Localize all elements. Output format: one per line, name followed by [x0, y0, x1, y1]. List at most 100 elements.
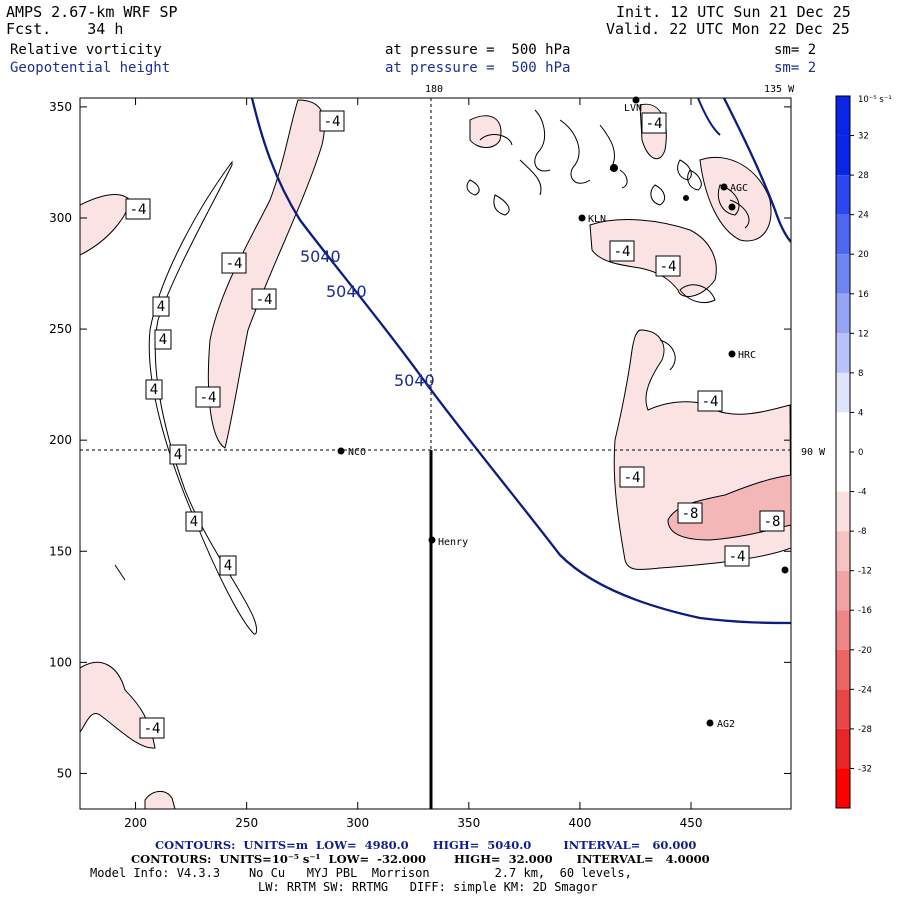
- plot-frame: [79, 97, 792, 810]
- colorbar-label: -4: [858, 488, 866, 498]
- footer-v-b: HIGH= 32.000: [454, 852, 553, 866]
- vort-label: -4: [125, 198, 151, 220]
- height-label: 5040: [300, 247, 341, 266]
- footer-v-c: INTERVAL= 4.0000: [576, 852, 710, 866]
- colorbar-block: [836, 531, 850, 571]
- colorbar-label: -32: [858, 764, 872, 774]
- x-tick-label: 450: [680, 816, 703, 830]
- svg-text:-4: -4: [702, 394, 719, 410]
- vort-label: 4: [0, 0, 424, 106]
- y-tick-label: 250: [49, 322, 72, 336]
- colorbar-label: 24: [858, 211, 869, 221]
- colorbar-block: [836, 649, 850, 690]
- vort-label: 4: [154, 329, 172, 350]
- svg-text:LVN: LVN: [624, 103, 642, 114]
- footer-v-a: CONTOURS: UNITS=10⁻⁵ s⁻¹ LOW= -32.000: [131, 852, 426, 866]
- vort-label: -4: [655, 255, 681, 277]
- colorbar-block: [836, 728, 850, 769]
- station-hrc: HRC: [728, 350, 756, 361]
- footer-physics: LW: RRTM SW: RRTMG DIFF: simple KM: 2D S…: [258, 880, 598, 894]
- colorbar-block: [836, 768, 850, 808]
- colorbar-label: 16: [858, 290, 869, 300]
- station-kln: KLN: [578, 214, 606, 225]
- svg-text:4: 4: [159, 332, 167, 348]
- field1-smoothing: sm= 2: [774, 42, 817, 58]
- colorbar-block: [836, 689, 850, 729]
- vort-label: -4: [697, 390, 723, 412]
- colorbar-labels: 32 28 24 20 16 12 8 4 0 -4 -8 -12 -16 -20 -24 -28 -32: [850, 132, 872, 774]
- svg-text:4: 4: [224, 558, 232, 574]
- neg-area-top-blob-3: [699, 156, 772, 242]
- y-tick-label: 50: [57, 766, 72, 780]
- field2-smoothing: sm= 2: [774, 60, 817, 76]
- colorbar-label: 32: [858, 132, 869, 142]
- station-agc: AGC: [720, 183, 748, 194]
- colorbar-block: [836, 175, 850, 215]
- neg-area-left-bottom: [80, 661, 156, 749]
- fcst-label: Fcst.: [6, 20, 52, 38]
- svg-text:-8: -8: [764, 514, 781, 530]
- field1-level: at pressure = 500 hPa: [385, 42, 571, 58]
- model-title: AMPS 2.67-km WRF SP: [6, 3, 178, 21]
- colorbar-label: 20: [858, 250, 869, 260]
- y-tick-label: 300: [49, 211, 72, 225]
- vort-label: -4: [619, 466, 645, 488]
- x-tick-label: 300: [346, 816, 369, 830]
- neg-area-diagonal-band: [207, 99, 326, 449]
- plot-area: [79, 97, 792, 810]
- svg-text:-4: -4: [200, 390, 217, 406]
- svg-text:4: 4: [174, 447, 182, 463]
- colorbar-label: -8: [858, 527, 866, 537]
- vort-label: -4: [221, 252, 247, 274]
- footer-h-c: INTERVAL= 60.000: [563, 838, 697, 852]
- y-tick-label: 350: [49, 100, 72, 114]
- colorbar: 10⁻⁵ s⁻¹ 32 28 24 20 16 12 8 4 0 -4 -8 -12 -16 -20 -24…: [835, 95, 892, 809]
- forecast-label: Fcst. 34 h: [6, 21, 123, 38]
- svg-text:4: 4: [0, 0, 8, 4]
- field2-level: at pressure = 500 hPa: [385, 60, 571, 76]
- colorbar-block: [836, 570, 850, 611]
- field1-name: Relative vorticity: [10, 42, 162, 58]
- vort-label: -4: [319, 110, 345, 132]
- station-nco: NCO: [337, 447, 366, 458]
- footer-model-info: Model Info: V4.3.3 No Cu MYJ PBL Morriso…: [90, 866, 632, 880]
- svg-text:-4: -4: [144, 721, 161, 737]
- vort-label: 4: [152, 296, 170, 317]
- parallel-label: 90 W: [801, 447, 826, 458]
- svg-text:AGC: AGC: [730, 183, 748, 194]
- station-dot: [683, 195, 689, 201]
- height-label: 5040: [394, 371, 435, 390]
- footer-height-contours: CONTOURS: UNITS=m LOW= 4980.0 HIGH= 5040…: [155, 838, 696, 852]
- vort-label: -4: [251, 288, 277, 310]
- height-label: 5040: [326, 282, 367, 301]
- height-contour-5040: [250, 98, 791, 625]
- vort-label: -4: [641, 112, 667, 134]
- svg-text:HRC: HRC: [738, 350, 756, 361]
- footer-h-a: CONTOURS: UNITS=m LOW= 4980.0: [155, 838, 409, 852]
- vort-label: -4: [609, 240, 635, 262]
- vorticity-positive-band: [148, 160, 258, 635]
- neg-area-bottom-blob: [144, 791, 176, 809]
- valid-time: Valid. 22 UTC Mon 22 Dec 25: [606, 20, 850, 38]
- vort-label: 4: [145, 379, 163, 400]
- height-contour-5040-ne: [722, 98, 791, 243]
- colorbar-block: [836, 254, 850, 294]
- vort-label: -8: [677, 502, 703, 524]
- vort-label: -4: [195, 386, 221, 408]
- colorbar-label: -20: [858, 646, 872, 656]
- colorbar-label: -16: [858, 606, 872, 616]
- svg-text:-4: -4: [256, 292, 273, 308]
- svg-text:Henry: Henry: [438, 537, 468, 548]
- colorbar-unit: 10⁻⁵ s⁻¹: [858, 95, 892, 105]
- colorbar-label: -12: [858, 567, 872, 577]
- station-henry: Henry: [428, 536, 468, 548]
- colorbar-label: 4: [858, 408, 863, 418]
- svg-text:-4: -4: [646, 116, 663, 132]
- colorbar-label: 0: [858, 448, 863, 458]
- colorbar-blocks: [836, 96, 850, 808]
- svg-text:-4: -4: [729, 549, 746, 565]
- colorbar-block: [836, 135, 850, 176]
- colorbar-label: -24: [858, 685, 872, 695]
- corner-label: 135 W: [764, 84, 795, 95]
- svg-text:-4: -4: [226, 256, 243, 272]
